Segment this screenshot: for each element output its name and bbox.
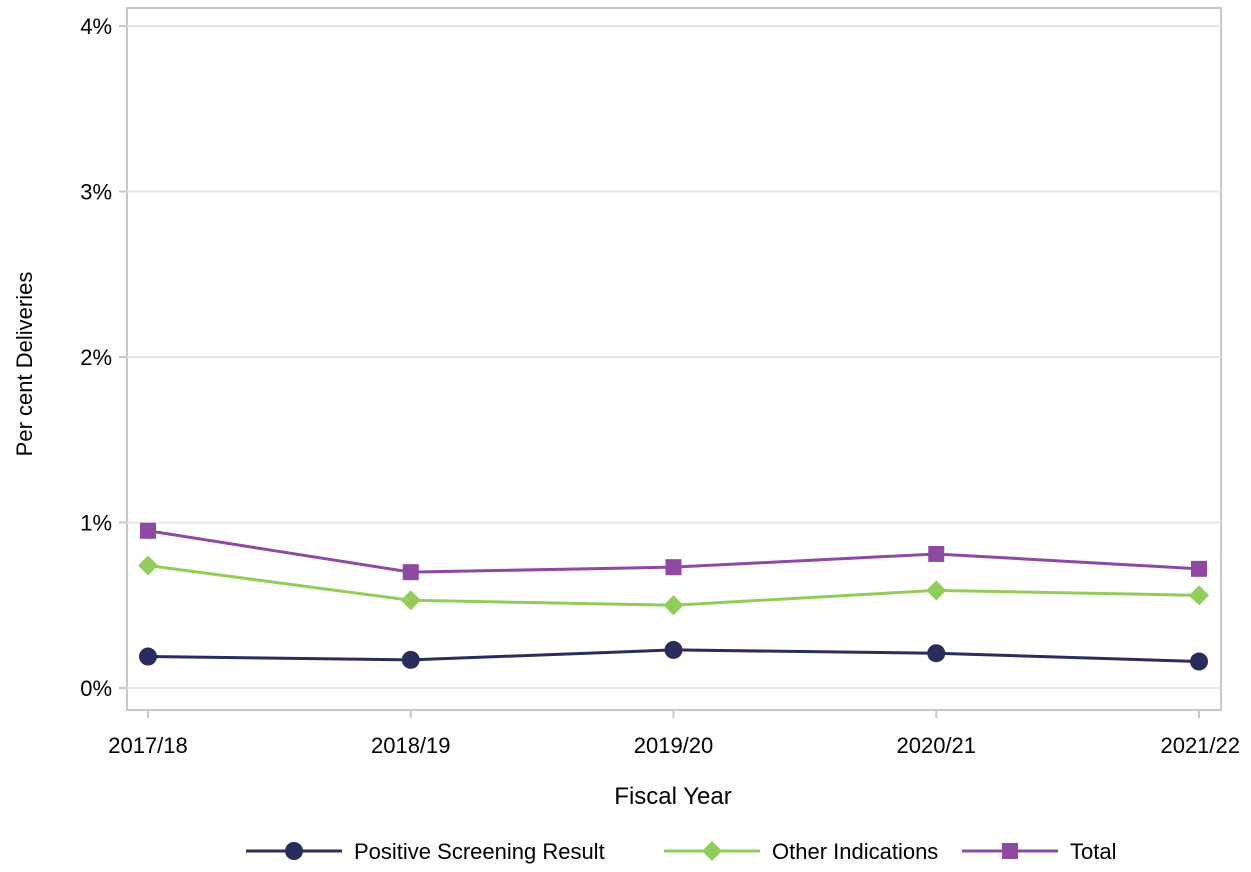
y-tick-label: 4% (80, 14, 112, 39)
y-tick-label: 3% (80, 180, 112, 205)
legend-label: Total (1070, 839, 1116, 864)
data-point (1191, 560, 1207, 577)
data-point (1189, 585, 1209, 606)
legend-marker (285, 842, 303, 860)
x-tick-label: 2018/19 (371, 733, 451, 758)
legend-label: Other Indications (772, 839, 938, 864)
data-point (928, 545, 945, 562)
y-tick-label: 1% (80, 511, 112, 536)
data-point (400, 590, 421, 611)
data-point (138, 555, 158, 576)
y-tick-label: 2% (80, 345, 112, 370)
y-tick-label: 0% (80, 676, 112, 701)
data-point (926, 580, 947, 601)
x-axis-title: Fiscal Year (614, 783, 731, 810)
x-tick-label: 2017/18 (108, 733, 188, 758)
legend-marker (702, 841, 722, 861)
legend-label: Positive Screening Result (354, 839, 605, 864)
legend: Positive Screening Result Other Indicatio… (246, 839, 1116, 864)
y-axis-title: Per cent Deliveries (12, 272, 37, 457)
data-point (665, 559, 682, 576)
data-point (401, 650, 420, 669)
x-tick-label: 2021/22 (1160, 733, 1240, 758)
x-tick-label: 2020/21 (896, 733, 976, 758)
data-point (1190, 652, 1208, 671)
data-point (663, 595, 684, 616)
x-tick-label: 2019/20 (634, 733, 714, 758)
data-point (402, 564, 419, 581)
legend-marker (1002, 843, 1018, 859)
data-point (140, 522, 156, 539)
data-point (664, 640, 683, 659)
data-point (927, 644, 946, 663)
data-point (139, 647, 157, 666)
